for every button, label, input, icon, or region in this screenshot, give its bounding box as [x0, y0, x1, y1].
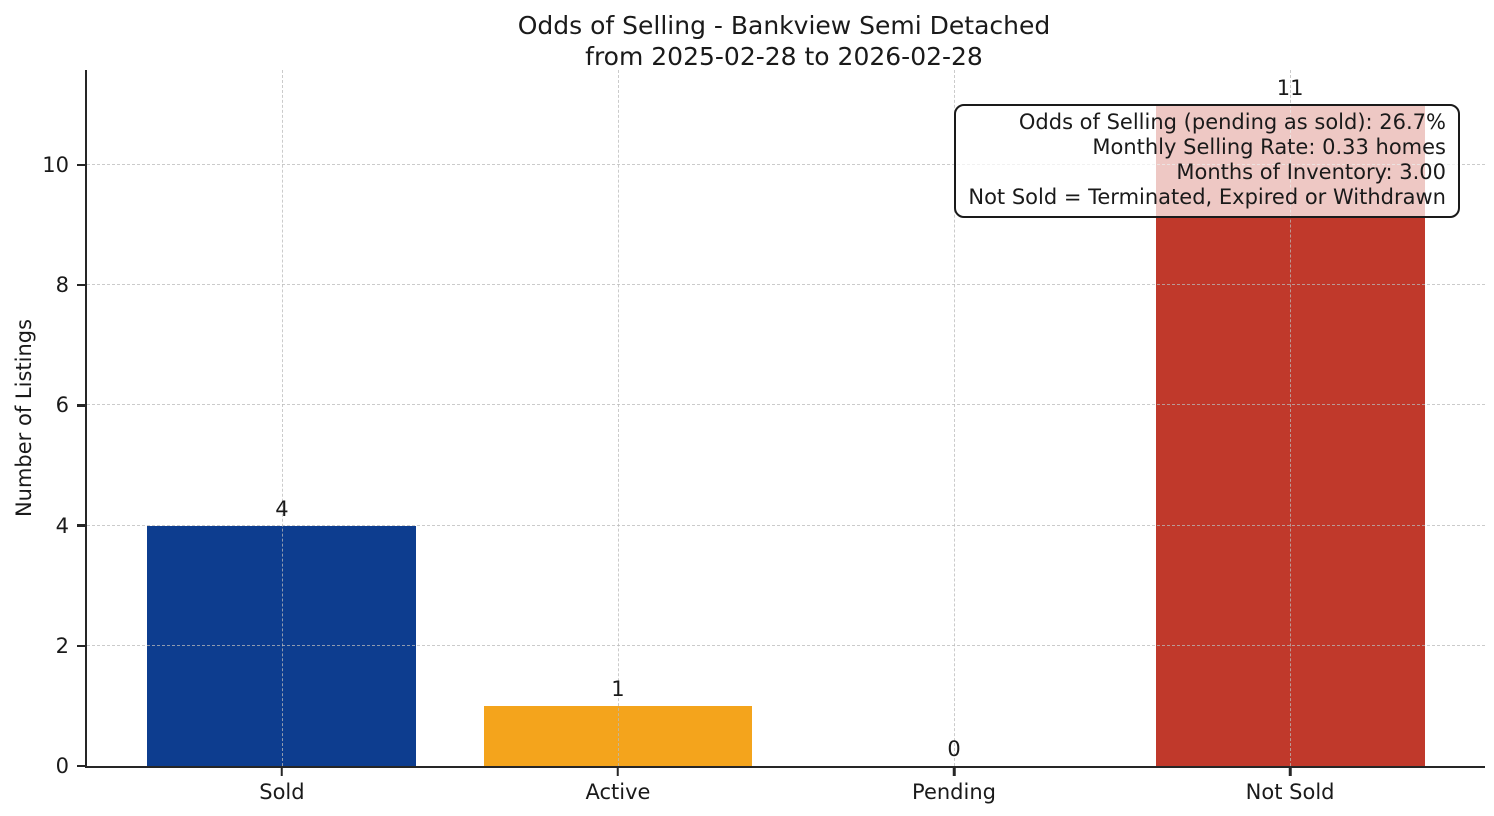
bar-value-label-active: 1 [611, 676, 625, 701]
y-tick-mark [77, 644, 87, 648]
plot-area: Odds of Selling (pending as sold): 26.7%… [42, 70, 1485, 804]
y-tick-label: 8 [55, 273, 69, 298]
y-tick-mark [77, 524, 87, 527]
y-tick-mark [77, 764, 87, 768]
y-tick-mark [77, 163, 87, 167]
x-tick-label-pending: Pending [912, 780, 996, 804]
annotation-months-of-inventory: Months of Inventory: 3.00 [1176, 160, 1446, 184]
annotation-odds-of-selling: Odds of Selling (pending as sold): 26.7% [1018, 110, 1446, 134]
x-tick-mark [280, 766, 284, 776]
gridline-vertical [617, 70, 619, 766]
y-tick-mark [77, 404, 87, 407]
bar-sold [147, 525, 417, 766]
y-tick-label: 4 [55, 513, 69, 538]
chart-title: Odds of Selling - Bankview Semi Detached [517, 11, 1051, 40]
x-tick-mark [1288, 766, 1292, 776]
y-tick-label: 2 [55, 633, 69, 658]
x-tick-mark [616, 766, 620, 776]
x-tick-label-sold: Sold [259, 780, 305, 804]
y-tick-label: 6 [55, 393, 69, 418]
annotation-monthly-selling-rate: Monthly Selling Rate: 0.33 homes [1092, 135, 1446, 159]
bar-value-label-not-sold: 11 [1276, 75, 1304, 100]
x-tick-label-not-sold: Not Sold [1245, 780, 1335, 804]
x-tick-label-active: Active [585, 780, 651, 804]
chart-subtitle: from 2025-02-28 to 2026-02-28 [585, 42, 983, 71]
bar-value-label-sold: 4 [275, 496, 289, 521]
stats-annotation-box: Odds of Selling (pending as sold): 26.7%… [954, 104, 1460, 218]
y-tick-label: 0 [55, 754, 69, 778]
chart-title-block: Odds of Selling - Bankview Semi Detached… [85, 10, 1483, 72]
bar-value-label-pending: 0 [947, 737, 961, 761]
y-tick-label: 10 [42, 152, 69, 177]
annotation-not-sold-definition: Not Sold = Terminated, Expired or Withdr… [968, 185, 1446, 209]
bar-active [483, 705, 753, 766]
x-tick-mark [952, 766, 956, 776]
y-axis-label: Number of Listings [12, 318, 36, 518]
y-tick-mark [77, 283, 87, 287]
